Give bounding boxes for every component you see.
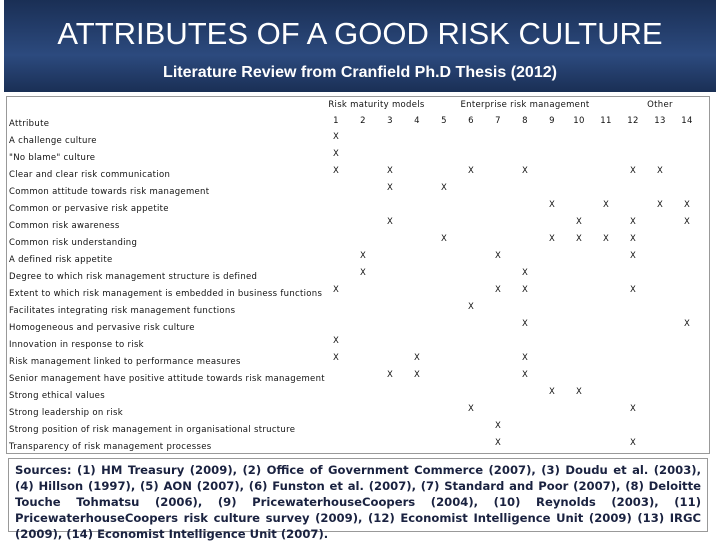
mark-cell: X <box>521 268 529 278</box>
attribute-label: Common attitude towards risk management <box>9 187 210 197</box>
mark-cell: X <box>386 183 394 193</box>
column-header: 13 <box>654 116 666 126</box>
mark-cell: X <box>521 319 529 329</box>
mark-cell: X <box>521 353 529 363</box>
mark-cell: X <box>602 200 610 210</box>
mark-cell: X <box>629 166 637 176</box>
mark-cell: X <box>548 234 556 244</box>
mark-cell: X <box>602 234 610 244</box>
mark-cell: X <box>629 438 637 448</box>
mark-cell: X <box>467 404 475 414</box>
attribute-label: Degree to which risk management structur… <box>9 272 258 282</box>
mark-cell: X <box>575 234 583 244</box>
column-header: 10 <box>573 116 585 126</box>
mark-cell: X <box>629 251 637 261</box>
header-band: ATTRIBUTES OF A GOOD RISK CULTURE Litera… <box>4 0 716 92</box>
mark-cell: X <box>494 438 502 448</box>
attribute-label: Facilitates integrating risk management … <box>9 306 236 316</box>
mark-cell: X <box>467 302 475 312</box>
group-header: Enterprise risk management <box>460 100 590 110</box>
column-header: 6 <box>468 116 474 126</box>
mark-cell: X <box>413 353 421 363</box>
mark-cell: X <box>629 217 637 227</box>
mark-cell: X <box>683 200 691 210</box>
group-header: Risk maturity models <box>328 100 425 110</box>
mark-cell: X <box>332 132 340 142</box>
mark-cell: X <box>332 353 340 363</box>
mark-cell: X <box>386 370 394 380</box>
attribute-label: Homogeneous and pervasive risk culture <box>9 323 195 333</box>
mark-cell: X <box>440 234 448 244</box>
column-header: 7 <box>495 116 501 126</box>
title: ATTRIBUTES OF A GOOD RISK CULTURE <box>57 16 663 51</box>
subtitle: Literature Review from Cranfield Ph.D Th… <box>163 64 557 81</box>
sources: Sources: (1) HM Treasury (2009), (2) Off… <box>8 458 708 541</box>
mark-cell: X <box>494 251 502 261</box>
mark-cell: X <box>575 387 583 397</box>
mark-cell: X <box>467 166 475 176</box>
mark-cell: X <box>359 268 367 278</box>
mark-cell: X <box>494 285 502 295</box>
mark-cell: X <box>548 387 556 397</box>
attribute-label: Transparency of risk management processe… <box>9 442 212 452</box>
mark-cell: X <box>656 200 664 210</box>
attribute-label: Strong ethical values <box>9 391 105 401</box>
mark-cell: X <box>629 404 637 414</box>
column-header: 14 <box>681 116 693 126</box>
attribute-label: Common or pervasive risk appetite <box>9 204 169 214</box>
mark-cell: X <box>494 421 502 431</box>
mark-cell: X <box>521 166 529 176</box>
mark-cell: X <box>440 183 448 193</box>
mark-cell: X <box>332 336 340 346</box>
attribute-label: Common risk awareness <box>9 221 120 231</box>
mark-cell: X <box>386 217 394 227</box>
attribute-header: Attribute <box>9 119 50 129</box>
attribute-label: Extent to which risk management is embed… <box>9 289 323 299</box>
attribute-label: Risk management linked to performance me… <box>9 357 241 367</box>
mark-cell: X <box>548 200 556 210</box>
mark-cell: X <box>332 149 340 159</box>
attribute-label: Strong leadership on risk <box>9 408 123 418</box>
mark-cell: X <box>683 217 691 227</box>
attribute-label: Innovation in response to risk <box>9 340 144 350</box>
mark-cell: X <box>359 251 367 261</box>
mark-cell: X <box>629 234 637 244</box>
group-header: Other <box>647 100 673 110</box>
column-header: 12 <box>627 116 639 126</box>
attribute-label: Common risk understanding <box>9 238 138 248</box>
attribute-label: Senior management have positive attitude… <box>9 374 325 384</box>
attribute-label: Clear and clear risk communication <box>9 170 171 180</box>
mark-cell: X <box>332 166 340 176</box>
mark-cell: X <box>386 166 394 176</box>
attribute-label: Strong position of risk management in or… <box>9 425 296 435</box>
column-header: 2 <box>360 116 366 126</box>
column-header: 3 <box>387 116 393 126</box>
mark-cell: X <box>521 370 529 380</box>
column-header: 9 <box>549 116 555 126</box>
mark-cell: X <box>656 166 664 176</box>
mark-cell: X <box>332 285 340 295</box>
mark-cell: X <box>413 370 421 380</box>
mark-cell: X <box>683 319 691 329</box>
attribute-label: "No blame" culture <box>9 153 96 163</box>
mark-cell: X <box>521 285 529 295</box>
column-header: 8 <box>522 116 528 126</box>
attribute-label: A defined risk appetite <box>9 255 113 265</box>
attribute-label: A challenge culture <box>9 136 97 146</box>
mark-cell: X <box>575 217 583 227</box>
column-header: 5 <box>441 116 447 126</box>
column-header: 11 <box>600 116 612 126</box>
mark-cell: X <box>629 285 637 295</box>
column-header: 1 <box>333 116 339 126</box>
column-header: 4 <box>414 116 420 126</box>
attribute-table: Risk maturity models Enterprise risk mana… <box>6 96 710 454</box>
